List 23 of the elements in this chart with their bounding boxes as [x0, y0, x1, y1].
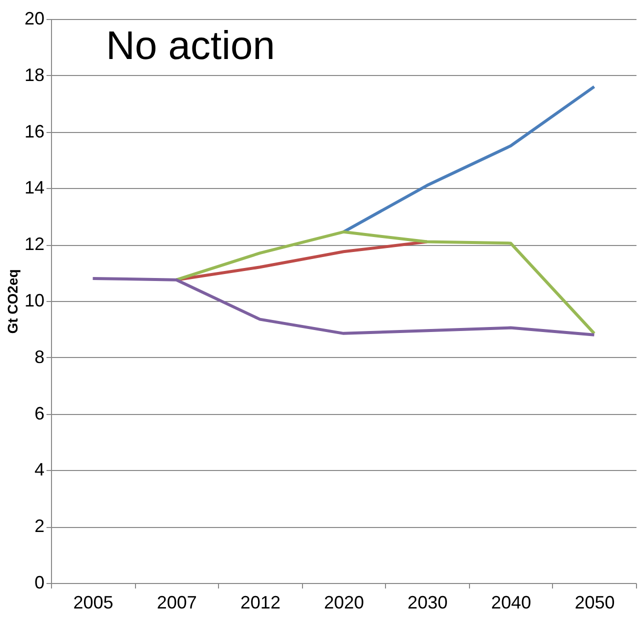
- x-tick-label: 2007: [156, 592, 197, 612]
- x-tick-label: 2050: [574, 592, 615, 612]
- x-tick-label: 2040: [491, 592, 532, 612]
- line-series: [342, 85, 596, 234]
- x-tick-label: 2020: [324, 592, 364, 612]
- y-tick-label: 16: [24, 121, 44, 142]
- line-series: [174, 230, 596, 335]
- y-tick-label: 10: [24, 290, 44, 310]
- line-series: [91, 276, 596, 336]
- y-tick-label: 4: [34, 460, 44, 480]
- y-tick-label: 2: [34, 516, 44, 536]
- y-tick-label: 8: [34, 346, 44, 367]
- y-tick-label: 12: [24, 234, 44, 254]
- x-tick-label: 2030: [408, 592, 448, 612]
- y-tick-label: 18: [24, 64, 44, 85]
- y-tick-label: 14: [24, 178, 44, 198]
- y-axis-title: Gt CO2eq: [4, 269, 20, 334]
- y-tick-label: 6: [34, 403, 44, 424]
- x-tick-label: 2005: [73, 592, 114, 612]
- y-tick-label: 0: [34, 572, 44, 592]
- y-tick-label: 20: [24, 8, 44, 28]
- annotation: No action: [106, 24, 275, 68]
- x-tick-label: 2012: [240, 592, 280, 612]
